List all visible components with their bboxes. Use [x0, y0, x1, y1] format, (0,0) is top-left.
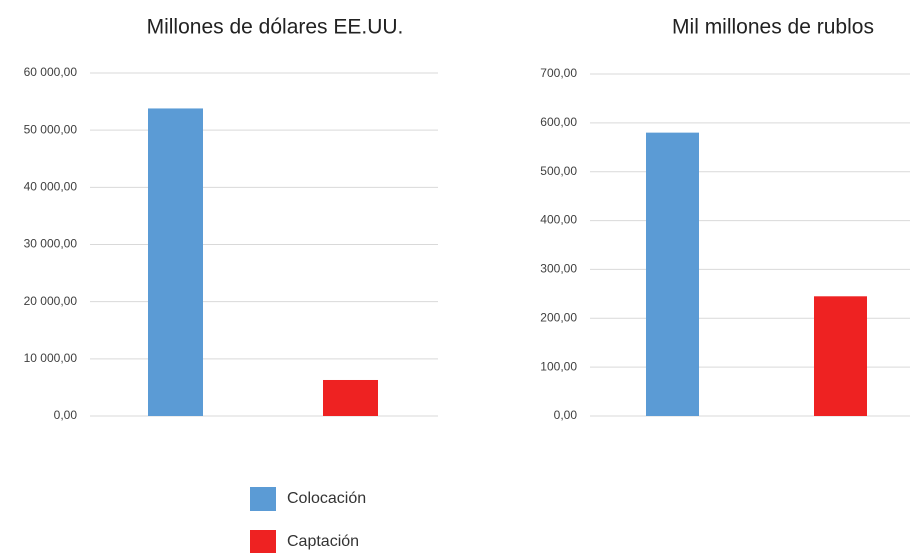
y-tick-label: 600,00 [540, 115, 577, 129]
y-tick-label: 200,00 [540, 310, 577, 324]
y-tick-label: 700,00 [540, 66, 577, 80]
y-tick-label: 30 000,00 [24, 237, 78, 251]
y-tick-label: 20 000,00 [24, 294, 78, 308]
chart-title: Mil millones de rublos [672, 16, 874, 39]
y-tick-label: 40 000,00 [24, 180, 78, 194]
y-tick-label: 0,00 [54, 408, 78, 422]
bar [323, 379, 378, 416]
bar [148, 108, 203, 417]
legend-swatch [250, 487, 276, 511]
y-tick-label: 0,00 [554, 408, 578, 422]
y-tick-label: 60 000,00 [24, 65, 78, 79]
y-tick-label: 300,00 [540, 262, 577, 276]
y-tick-label: 10 000,00 [24, 351, 78, 365]
legend-label: Captación [287, 533, 359, 550]
y-tick-label: 100,00 [540, 359, 577, 373]
legend-swatch [250, 530, 276, 553]
y-tick-label: 50 000,00 [24, 122, 78, 136]
chart-title: Millones de dólares EE.UU. [147, 16, 404, 39]
y-tick-label: 500,00 [540, 164, 577, 178]
bar [646, 132, 699, 416]
bar [814, 296, 867, 416]
y-tick-label: 400,00 [540, 213, 577, 227]
legend-label: Colocación [287, 490, 366, 507]
